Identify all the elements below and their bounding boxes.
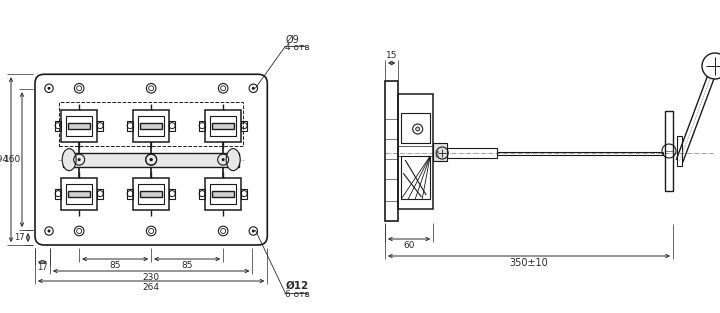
Bar xyxy=(199,121,205,131)
Bar xyxy=(61,110,97,142)
Bar xyxy=(68,123,90,129)
Text: 264: 264 xyxy=(143,283,160,291)
Bar xyxy=(127,189,133,199)
Bar xyxy=(241,189,247,199)
Text: 160: 160 xyxy=(4,155,22,164)
Bar xyxy=(401,156,431,199)
Bar xyxy=(169,189,175,199)
Text: 194: 194 xyxy=(0,155,9,164)
Circle shape xyxy=(222,158,225,161)
Bar xyxy=(140,191,162,197)
Circle shape xyxy=(436,155,438,157)
Bar xyxy=(97,189,103,199)
Text: Ø12: Ø12 xyxy=(285,281,309,291)
Bar xyxy=(61,178,97,210)
Circle shape xyxy=(150,158,153,161)
Bar xyxy=(210,184,236,204)
Bar xyxy=(205,110,241,142)
Circle shape xyxy=(78,158,81,161)
Bar xyxy=(398,94,433,208)
Bar xyxy=(68,191,90,197)
Circle shape xyxy=(436,151,438,153)
Circle shape xyxy=(252,87,255,90)
Bar xyxy=(447,148,498,158)
FancyBboxPatch shape xyxy=(35,74,267,245)
Bar xyxy=(66,184,92,204)
Text: 60: 60 xyxy=(403,242,415,250)
Text: 230: 230 xyxy=(143,273,160,281)
Circle shape xyxy=(48,229,50,233)
Bar xyxy=(140,123,162,129)
Bar xyxy=(385,81,398,221)
Ellipse shape xyxy=(62,149,76,171)
Bar xyxy=(127,121,133,131)
Text: 85: 85 xyxy=(109,260,121,269)
Ellipse shape xyxy=(226,149,240,171)
Bar xyxy=(133,110,169,142)
Bar xyxy=(138,115,164,136)
Bar xyxy=(55,189,61,199)
Bar xyxy=(401,113,431,143)
Circle shape xyxy=(252,229,255,233)
Bar xyxy=(63,153,239,167)
Bar xyxy=(66,115,92,136)
Text: 17: 17 xyxy=(14,233,24,242)
Bar xyxy=(433,143,447,161)
Bar xyxy=(241,121,247,131)
Text: Ø9: Ø9 xyxy=(285,35,299,45)
Bar xyxy=(169,121,175,131)
Bar xyxy=(133,178,169,210)
Bar xyxy=(59,102,243,146)
Bar xyxy=(212,191,234,197)
Bar xyxy=(212,123,234,129)
Text: 17: 17 xyxy=(37,264,48,273)
Circle shape xyxy=(702,53,720,79)
Bar xyxy=(55,121,61,131)
Bar xyxy=(210,115,236,136)
Text: 85: 85 xyxy=(181,260,193,269)
Bar xyxy=(205,178,241,210)
Circle shape xyxy=(415,127,420,131)
Bar xyxy=(138,184,164,204)
Text: 350±10: 350±10 xyxy=(510,258,549,268)
Text: 6 отв: 6 отв xyxy=(285,290,310,299)
Circle shape xyxy=(48,87,50,90)
Bar xyxy=(665,111,673,191)
Bar xyxy=(199,189,205,199)
Circle shape xyxy=(150,158,153,161)
Bar xyxy=(97,121,103,131)
Text: 4 отв: 4 отв xyxy=(285,43,310,52)
Bar xyxy=(677,136,682,166)
Text: 15: 15 xyxy=(386,52,397,60)
